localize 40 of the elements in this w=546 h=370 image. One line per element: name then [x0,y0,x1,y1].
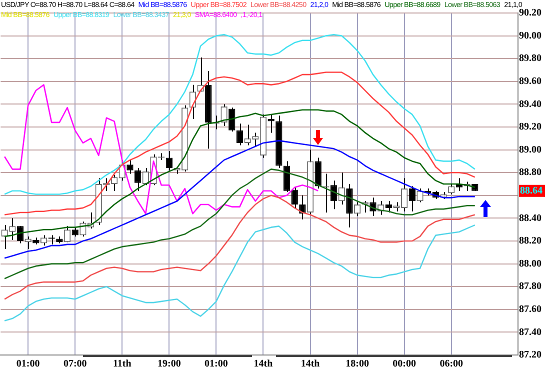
y-tick-label: 88.80 [519,167,542,178]
x-tick-label: 11th [112,358,132,370]
candlestick [393,202,400,212]
y-tick-label: 88.20 [519,236,542,247]
x-tick-label: 14th [254,358,274,370]
candlestick [283,160,290,192]
y-tick-label: 89.20 [519,122,542,133]
candlestick [346,184,353,228]
candlestick [220,104,228,126]
x-tick-label: 19:00 [158,358,181,370]
y-tick-label: 88.40 [519,212,542,224]
y-tick-label: 89.60 [519,76,542,87]
x-tick-label: 00:00 [392,358,416,370]
y-tick-label: 89.40 [519,98,542,110]
x-tick-label: 18:00 [346,358,369,370]
x-tick-label: 07:00 [63,358,87,370]
annotation: 88.64 [520,185,542,196]
x-tick-label: 01:00 [204,358,228,370]
x-tick-label: 06:00 [440,358,464,370]
y-tick-label: 90.20 [519,8,542,19]
candlestick [291,186,298,208]
y-tick-label: 88.00 [519,258,542,270]
y-tick-label: 90.00 [519,30,542,42]
candlestick [385,200,392,213]
candlestick [456,178,463,192]
y-tick-label: 87.20 [519,350,542,361]
y-tick-label: 89.80 [519,53,542,64]
y-tick-label: 89.00 [519,144,542,156]
y-tick-label: 87.40 [519,326,542,338]
candlestick [126,160,134,174]
candlestick [236,123,244,146]
y-tick-label: 87.80 [519,281,542,292]
candlestick [72,226,78,237]
candlestick [134,168,142,192]
candlestick [408,186,416,212]
candlestick [268,114,274,134]
x-tick-label: 14th [300,358,320,370]
candlestick [314,157,322,190]
y-tick-label: 87.60 [519,304,542,315]
x-tick-label: 01:00 [16,358,40,370]
